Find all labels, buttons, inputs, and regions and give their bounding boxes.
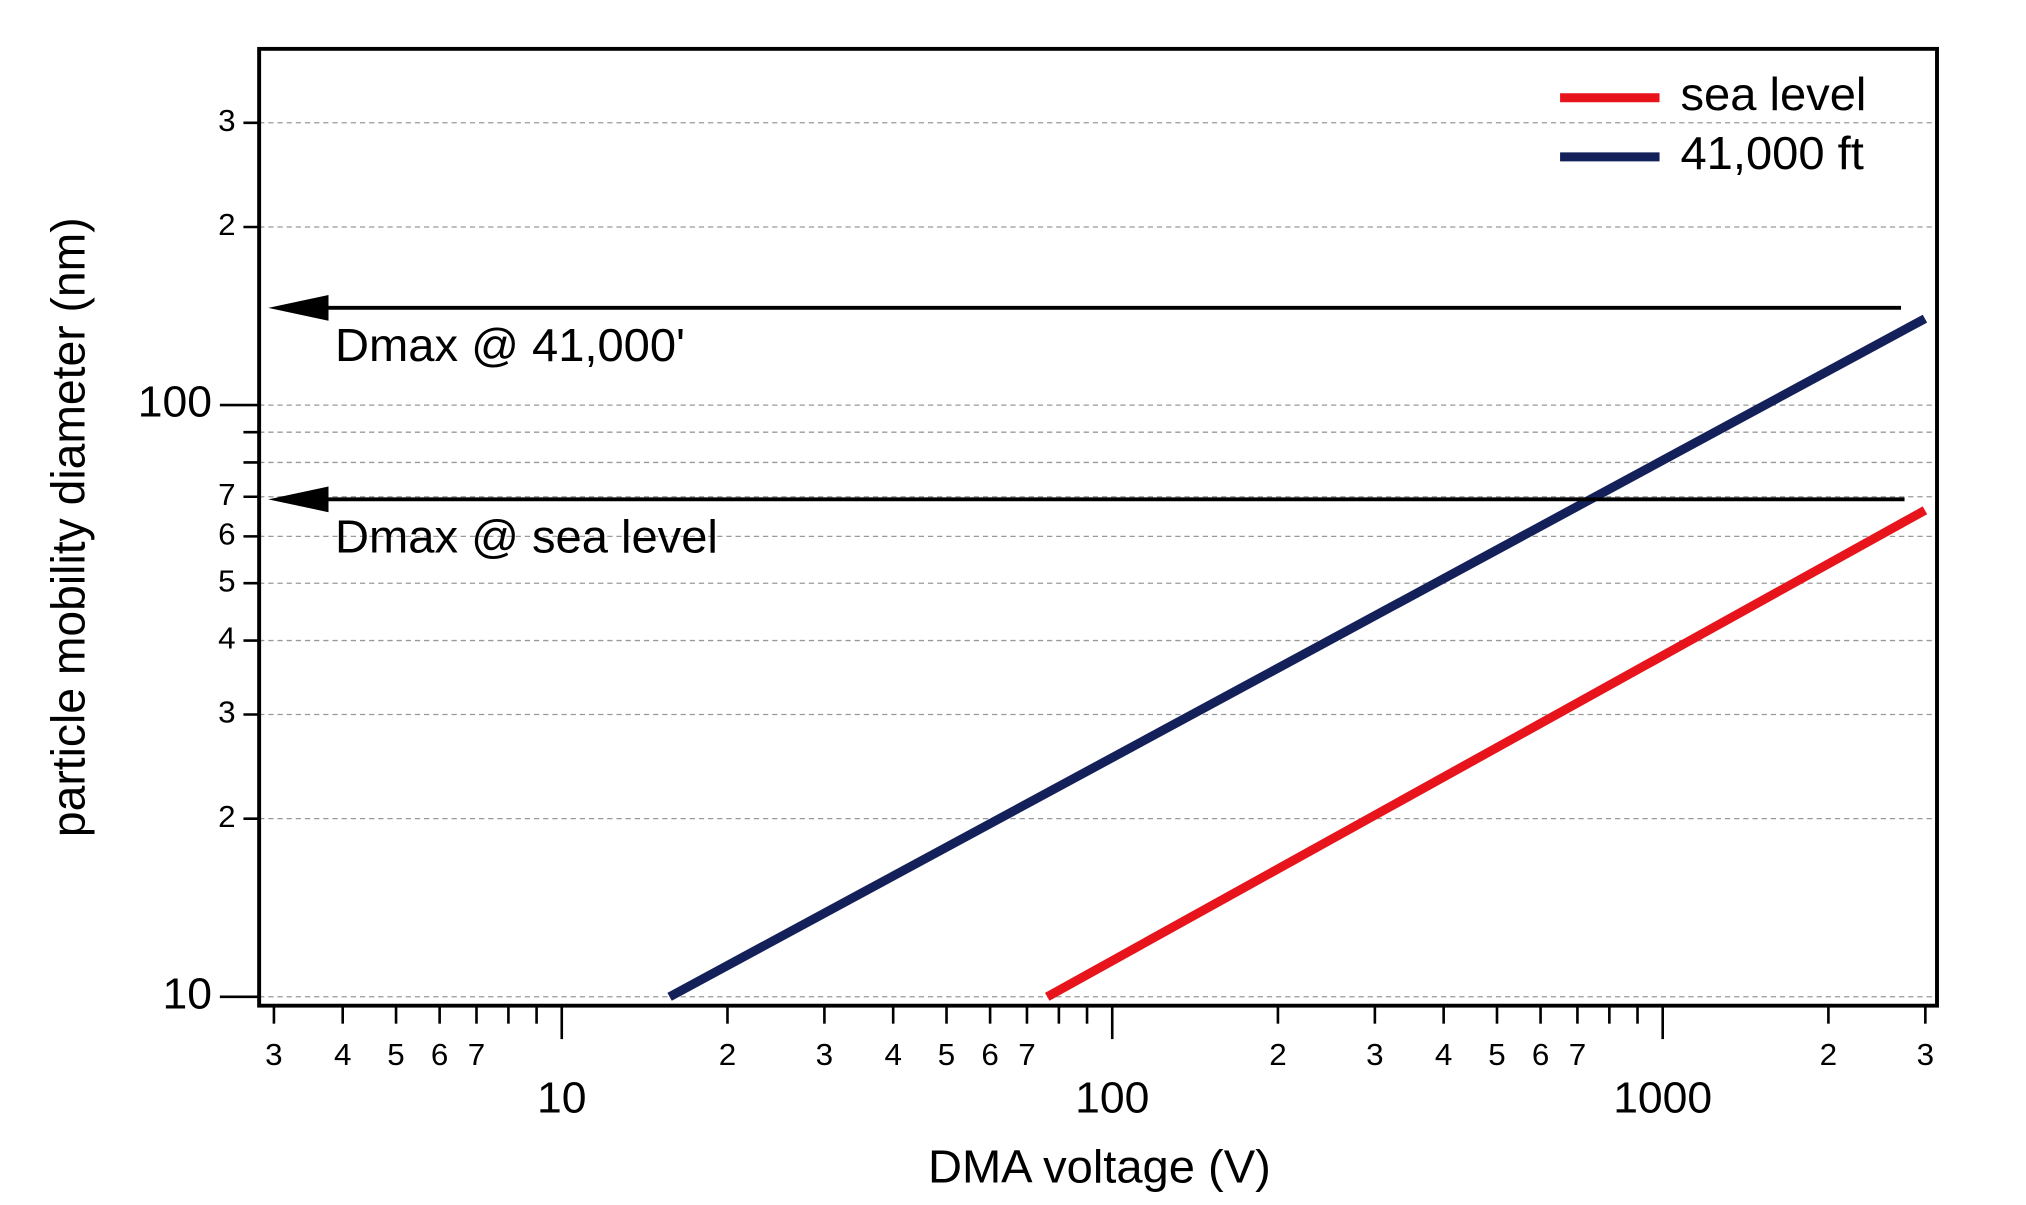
y-tick-label: 100 bbox=[138, 378, 212, 427]
y-tick-label: 4 bbox=[218, 621, 235, 656]
x-tick-label: 3 bbox=[1917, 1038, 1934, 1073]
legend-label: 41,000 ft bbox=[1680, 127, 1863, 179]
x-tick-label: 5 bbox=[387, 1038, 404, 1073]
x-tick-label: 2 bbox=[1269, 1038, 1286, 1073]
x-axis-label: DMA voltage (V) bbox=[928, 1141, 1271, 1193]
x-tick-label: 10 bbox=[537, 1074, 587, 1123]
y-tick-label: 3 bbox=[218, 695, 235, 730]
y-tick-label: 6 bbox=[218, 517, 235, 552]
x-tick-label: 2 bbox=[719, 1038, 736, 1073]
y-tick-label: 2 bbox=[218, 799, 235, 834]
x-tick-label: 7 bbox=[1018, 1038, 1035, 1073]
y-tick-label: 5 bbox=[218, 564, 235, 599]
annotation-text: Dmax @ 41,000' bbox=[335, 320, 685, 372]
x-tick-label: 100 bbox=[1075, 1074, 1149, 1123]
arrow-head bbox=[268, 294, 329, 321]
x-tick-label: 6 bbox=[1532, 1038, 1549, 1073]
legend-label: sea level bbox=[1680, 68, 1866, 120]
x-tick-label: 3 bbox=[816, 1038, 833, 1073]
y-tick-label: 10 bbox=[163, 970, 213, 1019]
x-tick-label: 4 bbox=[884, 1038, 901, 1073]
y-tick-label: 2 bbox=[218, 207, 235, 242]
y-tick-label: 3 bbox=[218, 103, 235, 138]
x-tick-label: 5 bbox=[938, 1038, 955, 1073]
x-tick-label: 7 bbox=[468, 1038, 485, 1073]
x-tick-label: 1000 bbox=[1613, 1074, 1712, 1123]
x-tick-label: 2 bbox=[1820, 1038, 1837, 1073]
x-tick-label: 7 bbox=[1569, 1038, 1586, 1073]
y-axis-label: particle mobility diameter (nm) bbox=[42, 217, 94, 837]
x-tick-label: 4 bbox=[1435, 1038, 1452, 1073]
x-tick-label: 6 bbox=[981, 1038, 998, 1073]
x-tick-label: 3 bbox=[265, 1038, 282, 1073]
x-tick-label: 4 bbox=[334, 1038, 351, 1073]
series-line bbox=[1044, 506, 1928, 1001]
y-tick-label: 7 bbox=[218, 477, 235, 512]
arrow-head bbox=[268, 486, 329, 513]
x-tick-label: 3 bbox=[1366, 1038, 1383, 1073]
x-tick-label: 5 bbox=[1488, 1038, 1505, 1073]
annotation-text: Dmax @ sea level bbox=[335, 511, 718, 563]
plot-frame bbox=[257, 46, 1939, 1008]
x-tick-label: 6 bbox=[431, 1038, 448, 1073]
series-line bbox=[667, 314, 1928, 1001]
